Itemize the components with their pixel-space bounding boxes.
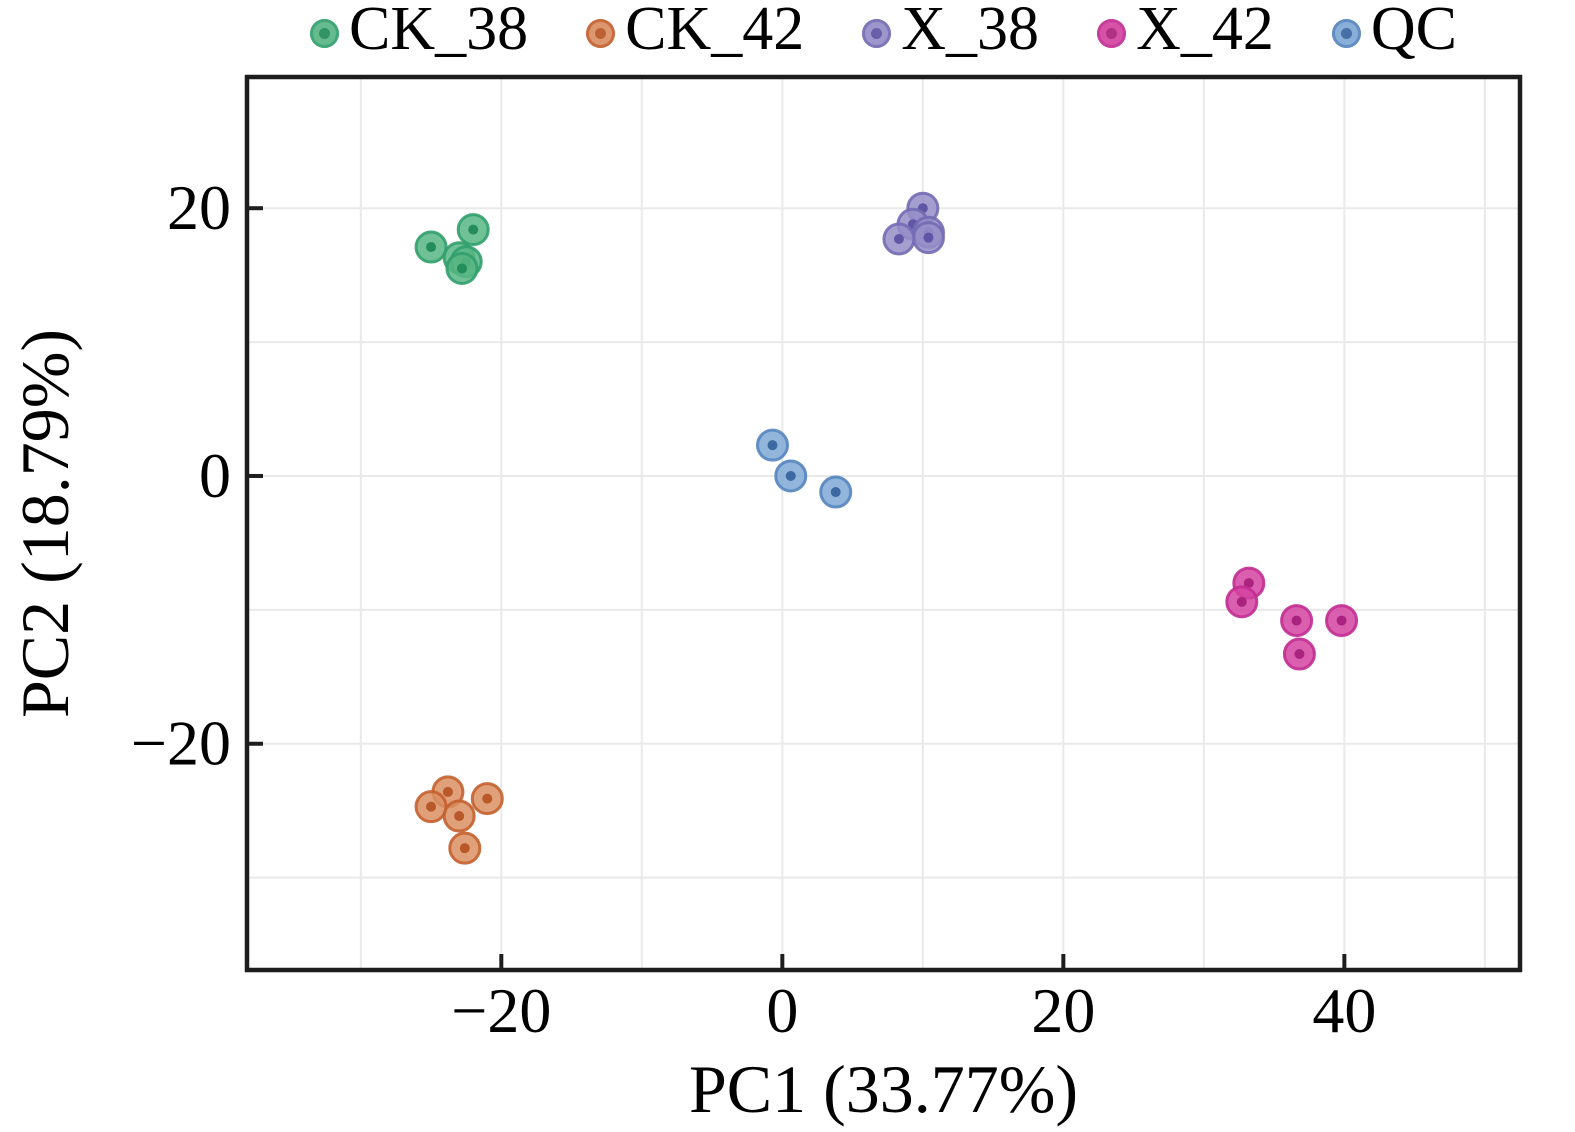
point-center-dot-CK_42 [426,801,437,812]
point-center-dot-CK_42 [459,843,470,854]
point-center-dot-X_42 [1291,615,1302,626]
plot-border [244,74,1523,973]
point-center-dot-QC [785,470,796,481]
x-tick-label: 20 [1031,975,1095,1046]
point-center-dot-CK_38 [426,242,437,253]
y-tick-label: 20 [167,172,231,243]
point-center-dot-CK_38 [456,263,467,274]
point-center-dot-QC [830,487,841,498]
point-center-dot-X_38 [923,232,934,243]
point-center-dot-X_42 [1336,615,1347,626]
point-center-dot-CK_42 [442,786,453,797]
x-tick-label: 0 [766,975,798,1046]
point-center-dot-X_42 [1236,596,1247,607]
point-center-dot-QC [767,440,778,451]
y-tick-label: −20 [131,708,231,779]
point-center-dot-X_42 [1294,649,1305,660]
point-center-dot-CK_42 [482,793,493,804]
x-tick-label: 40 [1312,975,1376,1046]
point-center-dot-X_38 [893,233,904,244]
point-center-dot-CK_42 [454,811,465,822]
y-axis-label: PC2 (18.79%) [7,329,83,718]
y-tick-label: 0 [199,440,231,511]
point-center-dot-X_42 [1243,578,1254,589]
point-center-dot-CK_38 [468,224,479,235]
x-tick-label: −20 [451,975,551,1046]
x-axis-label: PC1 (33.77%) [689,1051,1078,1127]
